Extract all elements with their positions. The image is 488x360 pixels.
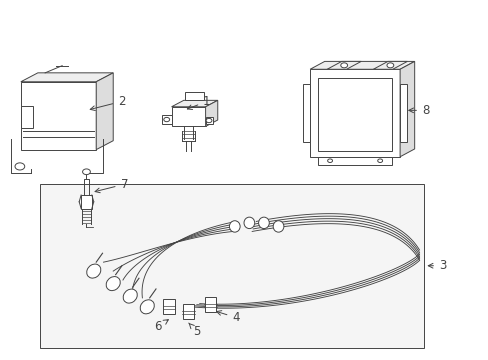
- Bar: [163, 299, 175, 314]
- Circle shape: [340, 63, 347, 68]
- Bar: [81, 195, 92, 208]
- Text: 7: 7: [95, 178, 128, 193]
- Bar: [317, 157, 391, 165]
- Bar: [205, 117, 212, 125]
- Circle shape: [377, 159, 382, 162]
- Bar: [21, 107, 33, 128]
- Circle shape: [386, 63, 393, 68]
- Circle shape: [82, 169, 90, 175]
- Text: 6: 6: [154, 320, 168, 333]
- Ellipse shape: [273, 221, 284, 232]
- Text: 2: 2: [90, 95, 125, 111]
- Polygon shape: [171, 100, 217, 107]
- Polygon shape: [372, 62, 407, 69]
- Bar: [183, 304, 194, 319]
- Bar: [317, 78, 391, 151]
- Ellipse shape: [140, 300, 154, 314]
- Bar: [204, 297, 216, 312]
- Bar: [40, 184, 424, 348]
- Polygon shape: [21, 73, 113, 82]
- Circle shape: [327, 159, 332, 162]
- Ellipse shape: [86, 264, 101, 278]
- Circle shape: [15, 163, 25, 170]
- Text: 3: 3: [427, 259, 446, 272]
- Ellipse shape: [123, 289, 137, 303]
- Ellipse shape: [106, 276, 120, 291]
- Bar: [171, 107, 205, 126]
- Bar: [399, 84, 407, 143]
- Bar: [302, 84, 309, 143]
- Polygon shape: [96, 73, 113, 150]
- Polygon shape: [309, 62, 414, 69]
- Polygon shape: [326, 62, 361, 69]
- Text: 8: 8: [408, 104, 428, 117]
- Circle shape: [205, 118, 211, 123]
- Bar: [162, 114, 171, 125]
- Ellipse shape: [258, 217, 269, 229]
- Polygon shape: [399, 62, 414, 157]
- Ellipse shape: [244, 217, 254, 229]
- Text: 5: 5: [188, 323, 201, 338]
- Polygon shape: [205, 100, 217, 126]
- Bar: [309, 69, 399, 157]
- Text: 1: 1: [187, 95, 210, 109]
- Bar: [21, 82, 96, 150]
- Ellipse shape: [229, 221, 240, 232]
- Circle shape: [163, 117, 169, 122]
- Text: 4: 4: [216, 311, 239, 324]
- Bar: [184, 93, 204, 100]
